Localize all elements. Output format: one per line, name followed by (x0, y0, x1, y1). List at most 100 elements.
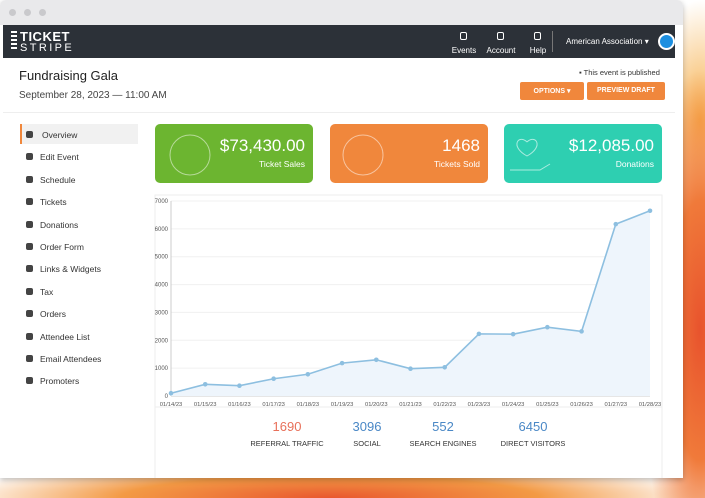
x-tick-label: 01/23/23 (468, 402, 491, 408)
traffic-label: DIRECT VISITORS (500, 439, 566, 448)
separator (3, 112, 675, 113)
event-title: Fundraising Gala (19, 68, 118, 83)
sidebar-icon (26, 377, 33, 385)
sidebar-icon (26, 131, 33, 138)
card: $73,430.00 Ticket Sales (155, 124, 313, 183)
sidebar-item[interactable]: Donations (40, 219, 79, 230)
point (271, 376, 276, 382)
y-tick-label: 6000 (155, 227, 169, 233)
status-text: This event is published (583, 68, 660, 77)
card-icon (510, 138, 551, 171)
org-menu[interactable]: American Association ▾ (566, 37, 649, 46)
sidebar-item[interactable]: Attendee List (40, 331, 90, 342)
y-tick-label: 5000 (155, 255, 169, 261)
point (579, 329, 584, 334)
browser-bar (0, 0, 683, 25)
sidebar-icon (26, 198, 33, 206)
sidebar-item[interactable]: Schedule (40, 174, 76, 185)
point (339, 360, 345, 366)
sidebar-item[interactable]: Overview (20, 124, 138, 144)
logo: TICKET (20, 29, 70, 44)
org-name: American Association (566, 37, 643, 46)
x-tick-label: 01/24/23 (502, 402, 525, 408)
sidebar-icon (26, 310, 33, 318)
x-tick-label: 01/27/23 (604, 402, 627, 408)
logo-mark (11, 31, 17, 51)
nav-item[interactable]: Help (529, 46, 547, 55)
event-date: September 28, 2023 — 11:00 AM (19, 90, 167, 101)
traffic-label: REFERRAL TRAFFIC (250, 439, 324, 448)
x-tick-label: 01/15/23 (194, 402, 217, 408)
point (442, 365, 448, 370)
card-icon (169, 134, 211, 176)
dot (39, 9, 46, 16)
navbar: TICKET STRIPE American Association ▾ Eve… (3, 25, 675, 58)
sidebar-item[interactable]: Links & Widgets (40, 264, 101, 275)
sidebar-item[interactable]: Tax (40, 286, 54, 297)
point (545, 324, 550, 330)
card-value: $73,430.00 (219, 136, 305, 155)
card-icon (342, 134, 384, 176)
x-tick-label: 01/26/23 (570, 402, 593, 408)
card-label: Donations (615, 159, 654, 169)
nav-item[interactable]: Account (486, 46, 516, 55)
point (237, 383, 242, 388)
area (171, 210, 650, 396)
x-tick-label: 01/22/23 (433, 402, 456, 408)
sidebar-icon (26, 355, 33, 362)
sidebar-icon (26, 220, 33, 228)
options-button[interactable]: OPTIONS ▾ (520, 82, 584, 100)
traffic-value: 1690 (272, 419, 302, 434)
x-tick-label: 01/25/23 (536, 402, 559, 408)
logo: STRIPE (20, 42, 75, 54)
y-tick-label: 4000 (155, 283, 169, 289)
chart: 0 1000 2000 3000 4000 5000 6000 7000 01/14/23 01/… (154, 134, 663, 478)
sidebar-item[interactable]: Orders (40, 309, 66, 320)
point (476, 331, 482, 337)
preview-button[interactable]: PREVIEW DRAFT (587, 82, 665, 100)
point (510, 331, 516, 337)
x-tick-label: 01/17/23 (262, 402, 285, 408)
x-tick-label: 01/16/23 (228, 402, 251, 408)
traffic-value: 6450 (518, 419, 548, 434)
point (168, 390, 174, 396)
event-status: ▪ This event is published (579, 68, 660, 77)
sidebar-item[interactable]: Promoters (40, 376, 80, 387)
nav-item[interactable]: Events (451, 46, 477, 55)
card-label: Ticket Sales (259, 159, 305, 169)
point (202, 382, 208, 387)
point (613, 221, 619, 227)
sidebar-icon (26, 153, 33, 161)
divider (552, 31, 553, 52)
sidebar-item[interactable]: Edit Event (40, 152, 79, 163)
card-label: Tickets Sold (434, 159, 480, 169)
traffic-label: SEARCH ENGINES (409, 439, 477, 448)
nav-icon (497, 32, 504, 40)
dot (9, 9, 16, 16)
sidebar-icon (26, 265, 33, 273)
sidebar-icon (26, 175, 33, 183)
x-tick-label: 01/20/23 (365, 402, 388, 408)
y-tick-label: 3000 (155, 310, 169, 316)
power-button[interactable] (658, 33, 675, 50)
label: OPTIONS (533, 88, 566, 95)
dot (24, 9, 31, 16)
sidebar-icon (26, 332, 33, 340)
sidebar-item[interactable]: Tickets (40, 197, 67, 208)
y-tick-label: 2000 (155, 338, 169, 344)
point (305, 371, 311, 377)
traffic-value: 552 (432, 419, 454, 434)
sidebar-item[interactable]: Order Form (40, 242, 84, 252)
point (373, 357, 379, 363)
sidebar-item[interactable]: Email Attendees (40, 354, 102, 364)
card-value: 1468 (442, 136, 480, 155)
x-tick-label: 01/21/23 (399, 402, 422, 408)
card-value: $12,085.00 (568, 136, 654, 155)
card: 1468 Tickets Sold (330, 124, 488, 183)
x-tick-label: 01/18/23 (297, 402, 320, 408)
traffic-value: 3096 (352, 419, 382, 434)
x-tick-label: 01/14/23 (160, 402, 183, 408)
label: PREVIEW DRAFT (597, 87, 655, 94)
browser-window: TICKET STRIPE American Association ▾ Eve… (0, 0, 683, 478)
